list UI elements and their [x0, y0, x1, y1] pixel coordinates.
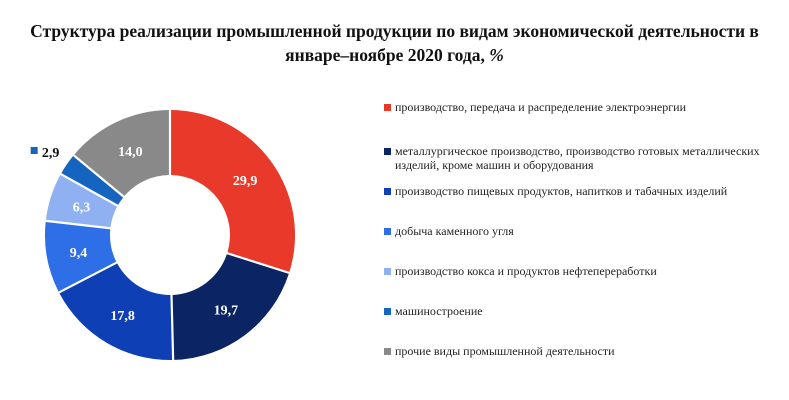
legend-item-0: производство, передача и распределение э…: [384, 100, 784, 114]
chart-title-text: Структура реализации промышленной продук…: [30, 21, 759, 65]
legend-item-6: прочие виды промышленной деятельности: [384, 344, 784, 358]
legend-label-6: прочие виды промышленной деятельности: [395, 344, 615, 358]
chart-title-unit: %: [489, 45, 504, 65]
legend-item-4: производство кокса и продуктов нефтепере…: [384, 264, 784, 278]
donut-slice-label-3: 9,4: [70, 246, 88, 261]
donut-slice-5: [61, 156, 124, 205]
donut-slice-label-5: 2,9: [42, 146, 60, 161]
legend-swatch-0: [384, 104, 391, 111]
donut-chart: 29,9 19,7 17,8 9,4 6,3 2,9 14,0: [30, 110, 296, 360]
legend-label-1: металлургическое производство, производс…: [395, 144, 760, 172]
donut-slice-label-0: 29,9: [233, 174, 258, 189]
legend-label-5: машиностроение: [395, 304, 483, 318]
legend-item-5: машиностроение: [384, 304, 784, 318]
donut-slice-label-6: 14,0: [118, 145, 143, 160]
donut-slice-label-1: 19,7: [214, 303, 239, 318]
legend-item-1: металлургическое производство, производс…: [384, 144, 784, 172]
donut-slice-label-2: 17,8: [110, 309, 135, 324]
legend-swatch-4: [384, 268, 391, 275]
legend-label-3: добыча каменного угля: [395, 224, 514, 238]
legend-swatch-6: [384, 348, 391, 355]
donut-slice-4: [45, 175, 118, 228]
chart-title: Структура реализации промышленной продук…: [0, 19, 789, 67]
donut-slice-6: [74, 110, 169, 196]
donut-slice-label-4: 6,3: [73, 201, 91, 216]
legend-item-2: производство пищевых продуктов, напитков…: [384, 184, 784, 198]
legend-swatch-3: [384, 228, 391, 235]
legend-swatch-2: [384, 188, 391, 195]
legend-label-0: производство, передача и распределение э…: [395, 100, 687, 114]
donut-outer-marker-5: [30, 146, 38, 154]
legend-swatch-5: [384, 308, 391, 315]
legend-swatch-1: [384, 148, 391, 155]
legend-item-3: добыча каменного угля: [384, 224, 784, 238]
donut-slice-1: [172, 254, 289, 360]
legend-label-2: производство пищевых продуктов, напитков…: [395, 184, 728, 198]
donut-slice-3: [45, 221, 117, 292]
donut-slice-2: [59, 263, 173, 360]
legend-label-4: производство кокса и продуктов нефтепере…: [395, 264, 657, 278]
donut-slice-0: [171, 110, 296, 272]
